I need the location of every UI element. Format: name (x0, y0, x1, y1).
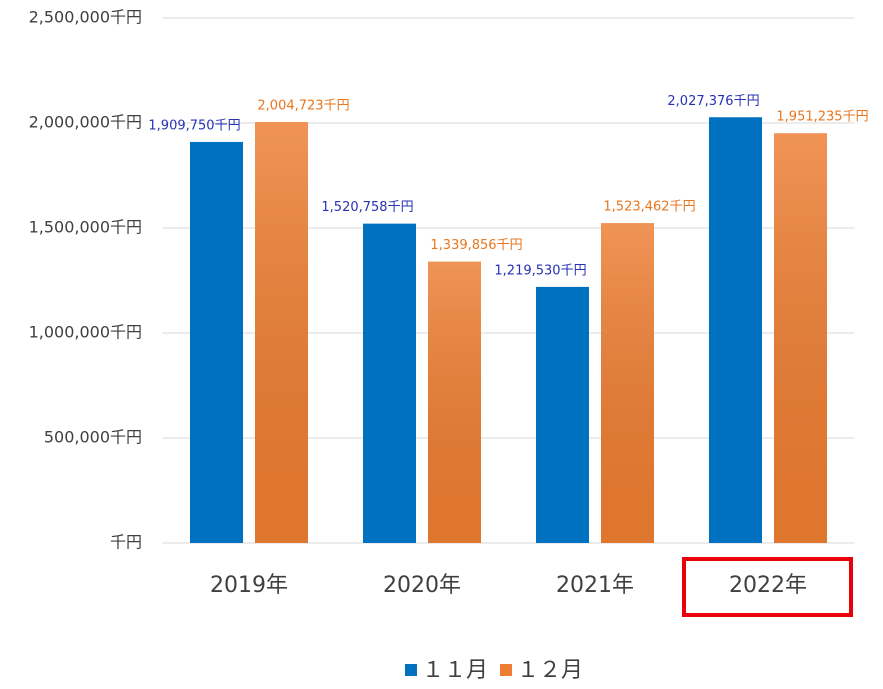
x-tick-label: 2020年 (383, 573, 461, 598)
y-tick-label: 2,000,000千円 (29, 113, 142, 132)
value-label: 1,951,235千円 (776, 110, 868, 125)
legend-label: １１月 (422, 658, 488, 683)
value-label: 1,219,530千円 (494, 263, 586, 278)
bar (190, 141, 243, 543)
x-tick-label: 2019年 (210, 573, 288, 598)
bar-shade (428, 261, 481, 543)
value-label: 1,339,856千円 (430, 238, 522, 253)
legend-swatch (405, 664, 417, 676)
y-tick-label: 1,500,000千円 (29, 218, 142, 237)
bar (536, 286, 589, 543)
value-label: 2,027,376千円 (667, 94, 759, 109)
bar (363, 223, 416, 544)
x-tick-label: 2022年 (729, 573, 807, 598)
value-label: 1,909,750千円 (148, 118, 240, 133)
y-tick-label: 500,000千円 (44, 428, 142, 447)
bar-shade (255, 122, 308, 543)
bar (709, 117, 762, 543)
legend-label: １２月 (517, 658, 583, 683)
legend-swatch (500, 664, 513, 676)
bar-shade (601, 223, 654, 543)
value-label: 1,523,462千円 (603, 200, 695, 215)
y-tick-label: 千円 (110, 533, 142, 552)
highlight-box (682, 557, 853, 617)
y-tick-label: 2,500,000千円 (29, 8, 142, 27)
value-label: 2,004,723千円 (257, 99, 349, 114)
value-label: 1,520,758千円 (321, 200, 413, 215)
x-tick-label: 2021年 (556, 573, 634, 598)
bar-shade (774, 133, 827, 543)
y-tick-label: 1,000,000千円 (29, 323, 142, 342)
